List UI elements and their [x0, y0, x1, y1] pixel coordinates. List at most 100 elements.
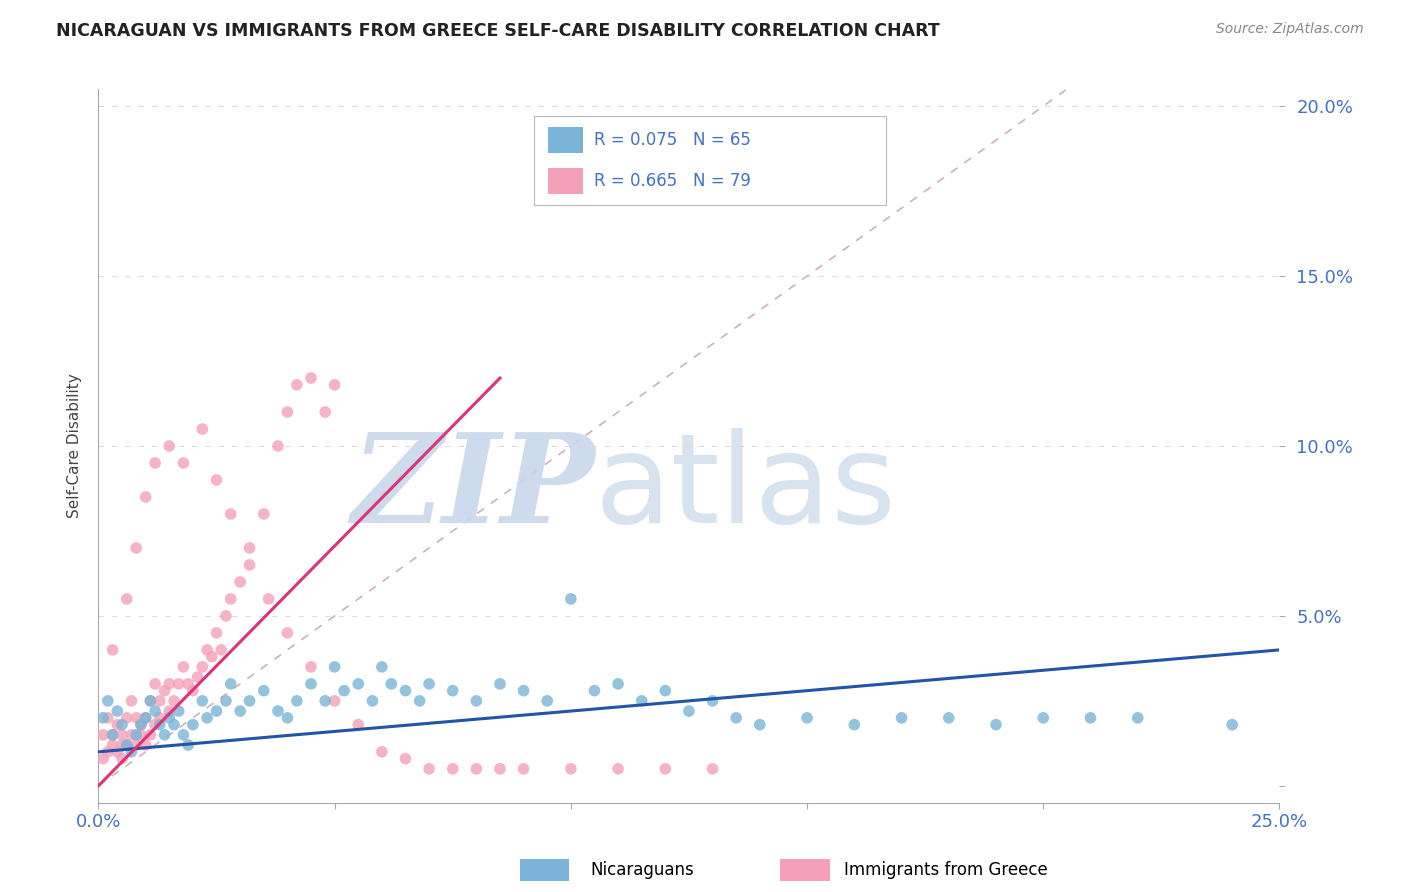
- Point: [219, 591, 242, 606]
- Point: [285, 377, 308, 392]
- Point: [702, 762, 724, 776]
- Point: [157, 677, 180, 691]
- Point: [143, 677, 166, 691]
- Point: [129, 717, 152, 731]
- Text: ZIP: ZIP: [350, 428, 595, 549]
- Bar: [548, 127, 583, 153]
- Point: [135, 711, 157, 725]
- Text: Source: ZipAtlas.com: Source: ZipAtlas.com: [1216, 22, 1364, 37]
- Point: [143, 704, 166, 718]
- Point: [149, 711, 172, 725]
- Point: [380, 677, 402, 691]
- Point: [181, 717, 204, 731]
- Point: [347, 677, 370, 691]
- Point: [796, 711, 818, 725]
- Point: [276, 711, 298, 725]
- Point: [91, 751, 114, 765]
- Point: [371, 660, 394, 674]
- Point: [139, 694, 162, 708]
- Y-axis label: Self-Care Disability: Self-Care Disability: [66, 374, 82, 518]
- Point: [844, 717, 866, 731]
- Text: Immigrants from Greece: Immigrants from Greece: [844, 861, 1047, 879]
- Point: [97, 711, 120, 725]
- Point: [195, 643, 218, 657]
- Point: [157, 704, 180, 718]
- Point: [115, 711, 138, 725]
- Point: [890, 711, 912, 725]
- Point: [229, 574, 252, 589]
- Point: [172, 456, 194, 470]
- Point: [153, 683, 176, 698]
- Point: [191, 422, 214, 436]
- Text: R = 0.665   N = 79: R = 0.665 N = 79: [593, 172, 751, 190]
- Text: atlas: atlas: [595, 428, 897, 549]
- Point: [115, 738, 138, 752]
- Point: [115, 591, 138, 606]
- Point: [157, 439, 180, 453]
- Point: [607, 762, 630, 776]
- Point: [97, 745, 120, 759]
- Point: [191, 660, 214, 674]
- Point: [129, 717, 152, 731]
- Point: [299, 677, 322, 691]
- Point: [143, 717, 166, 731]
- Point: [135, 711, 157, 725]
- Point: [347, 717, 370, 731]
- Point: [191, 694, 214, 708]
- Point: [583, 683, 606, 698]
- Point: [91, 728, 114, 742]
- Point: [253, 683, 276, 698]
- Point: [394, 683, 416, 698]
- Point: [97, 694, 120, 708]
- Point: [267, 439, 290, 453]
- Point: [1032, 711, 1054, 725]
- Point: [105, 704, 128, 718]
- Point: [121, 745, 143, 759]
- Point: [153, 728, 176, 742]
- Point: [157, 711, 180, 725]
- Point: [187, 670, 209, 684]
- Point: [418, 762, 440, 776]
- Point: [702, 694, 724, 708]
- Point: [229, 704, 252, 718]
- Point: [371, 745, 394, 759]
- Point: [239, 694, 262, 708]
- Point: [125, 541, 148, 555]
- Point: [512, 683, 534, 698]
- Point: [536, 694, 558, 708]
- Point: [201, 649, 224, 664]
- Point: [938, 711, 960, 725]
- Point: [748, 717, 770, 731]
- Point: [121, 694, 143, 708]
- Point: [654, 762, 676, 776]
- Point: [560, 762, 582, 776]
- Text: Nicaraguans: Nicaraguans: [591, 861, 695, 879]
- Point: [465, 762, 488, 776]
- Point: [91, 711, 114, 725]
- Point: [125, 711, 148, 725]
- Point: [139, 728, 162, 742]
- Point: [1080, 711, 1102, 725]
- Text: R = 0.075   N = 65: R = 0.075 N = 65: [593, 131, 751, 149]
- Point: [121, 728, 143, 742]
- Point: [111, 728, 134, 742]
- Point: [441, 683, 464, 698]
- Point: [285, 694, 308, 708]
- Text: NICARAGUAN VS IMMIGRANTS FROM GREECE SELF-CARE DISABILITY CORRELATION CHART: NICARAGUAN VS IMMIGRANTS FROM GREECE SEL…: [56, 22, 941, 40]
- Point: [654, 683, 676, 698]
- Point: [172, 728, 194, 742]
- Point: [323, 377, 346, 392]
- Point: [209, 643, 232, 657]
- Point: [253, 507, 276, 521]
- Point: [323, 694, 346, 708]
- Point: [299, 371, 322, 385]
- Point: [101, 643, 124, 657]
- Point: [1220, 717, 1243, 731]
- Point: [105, 745, 128, 759]
- Point: [149, 717, 172, 731]
- Point: [489, 762, 512, 776]
- Point: [111, 738, 134, 752]
- Point: [125, 738, 148, 752]
- Point: [1126, 711, 1149, 725]
- Point: [512, 762, 534, 776]
